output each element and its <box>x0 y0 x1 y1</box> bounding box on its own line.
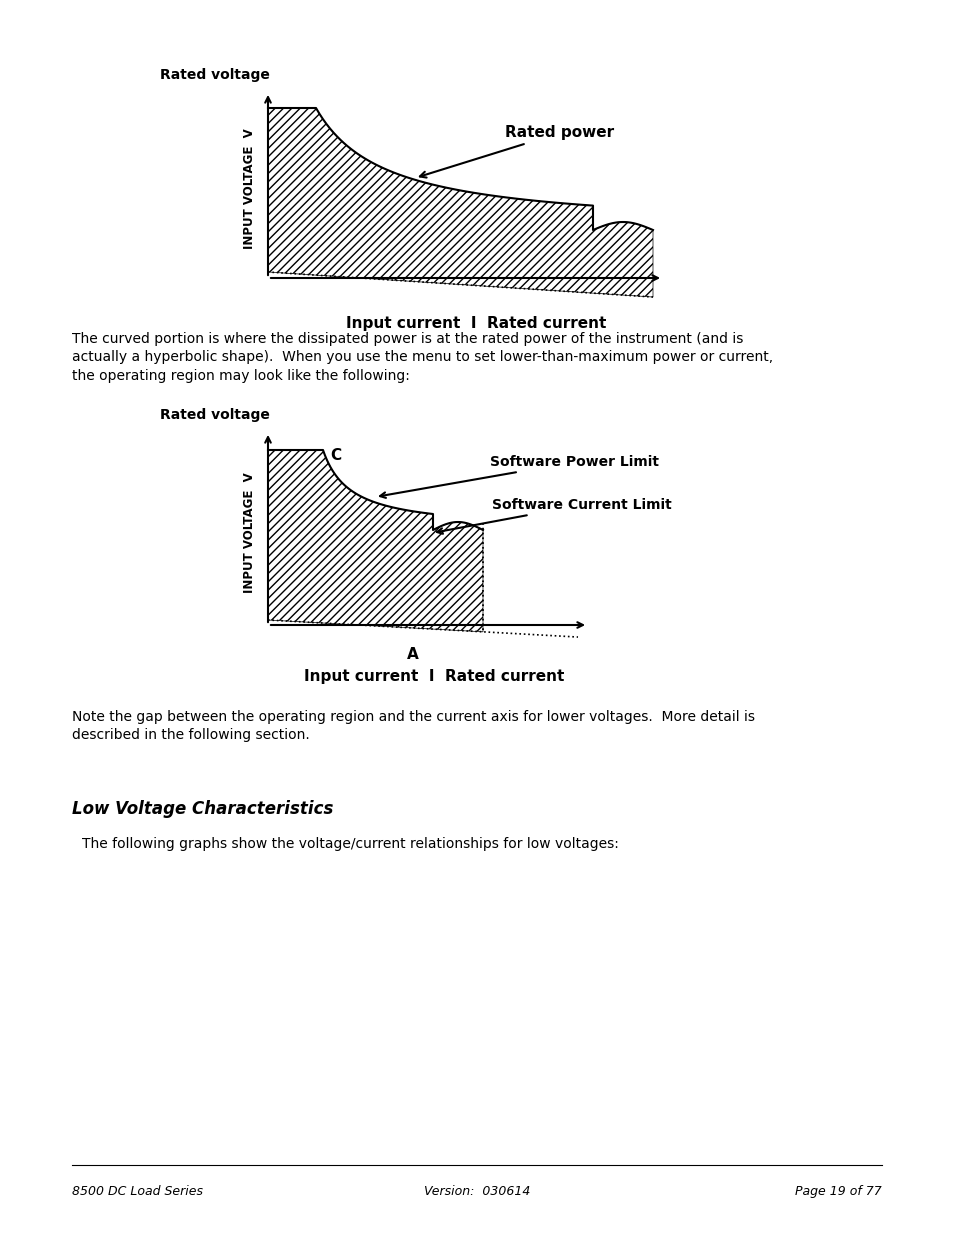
Text: Version:  030614: Version: 030614 <box>423 1186 530 1198</box>
Text: Page 19 of 77: Page 19 of 77 <box>795 1186 882 1198</box>
Text: Rated power: Rated power <box>419 126 614 178</box>
Text: A: A <box>407 647 418 662</box>
Text: 8500 DC Load Series: 8500 DC Load Series <box>71 1186 203 1198</box>
Text: Software Current Limit: Software Current Limit <box>436 498 671 534</box>
Text: INPUT VOLTAGE  V: INPUT VOLTAGE V <box>243 128 256 249</box>
Text: Input current  I  Rated current: Input current I Rated current <box>303 669 563 684</box>
Polygon shape <box>268 450 482 632</box>
Text: INPUT VOLTAGE  V: INPUT VOLTAGE V <box>243 472 256 593</box>
Text: The curved portion is where the dissipated power is at the rated power of the in: The curved portion is where the dissipat… <box>71 332 772 383</box>
Text: Rated voltage: Rated voltage <box>160 408 270 422</box>
Text: Rated voltage: Rated voltage <box>160 68 270 82</box>
Polygon shape <box>268 107 652 298</box>
Text: The following graphs show the voltage/current relationships for low voltages:: The following graphs show the voltage/cu… <box>82 837 618 851</box>
Text: C: C <box>330 448 341 463</box>
Text: Low Voltage Characteristics: Low Voltage Characteristics <box>71 800 333 818</box>
Text: Note the gap between the operating region and the current axis for lower voltage: Note the gap between the operating regio… <box>71 710 754 742</box>
Text: Input current  I  Rated current: Input current I Rated current <box>346 316 606 331</box>
Text: Software Power Limit: Software Power Limit <box>379 454 659 498</box>
